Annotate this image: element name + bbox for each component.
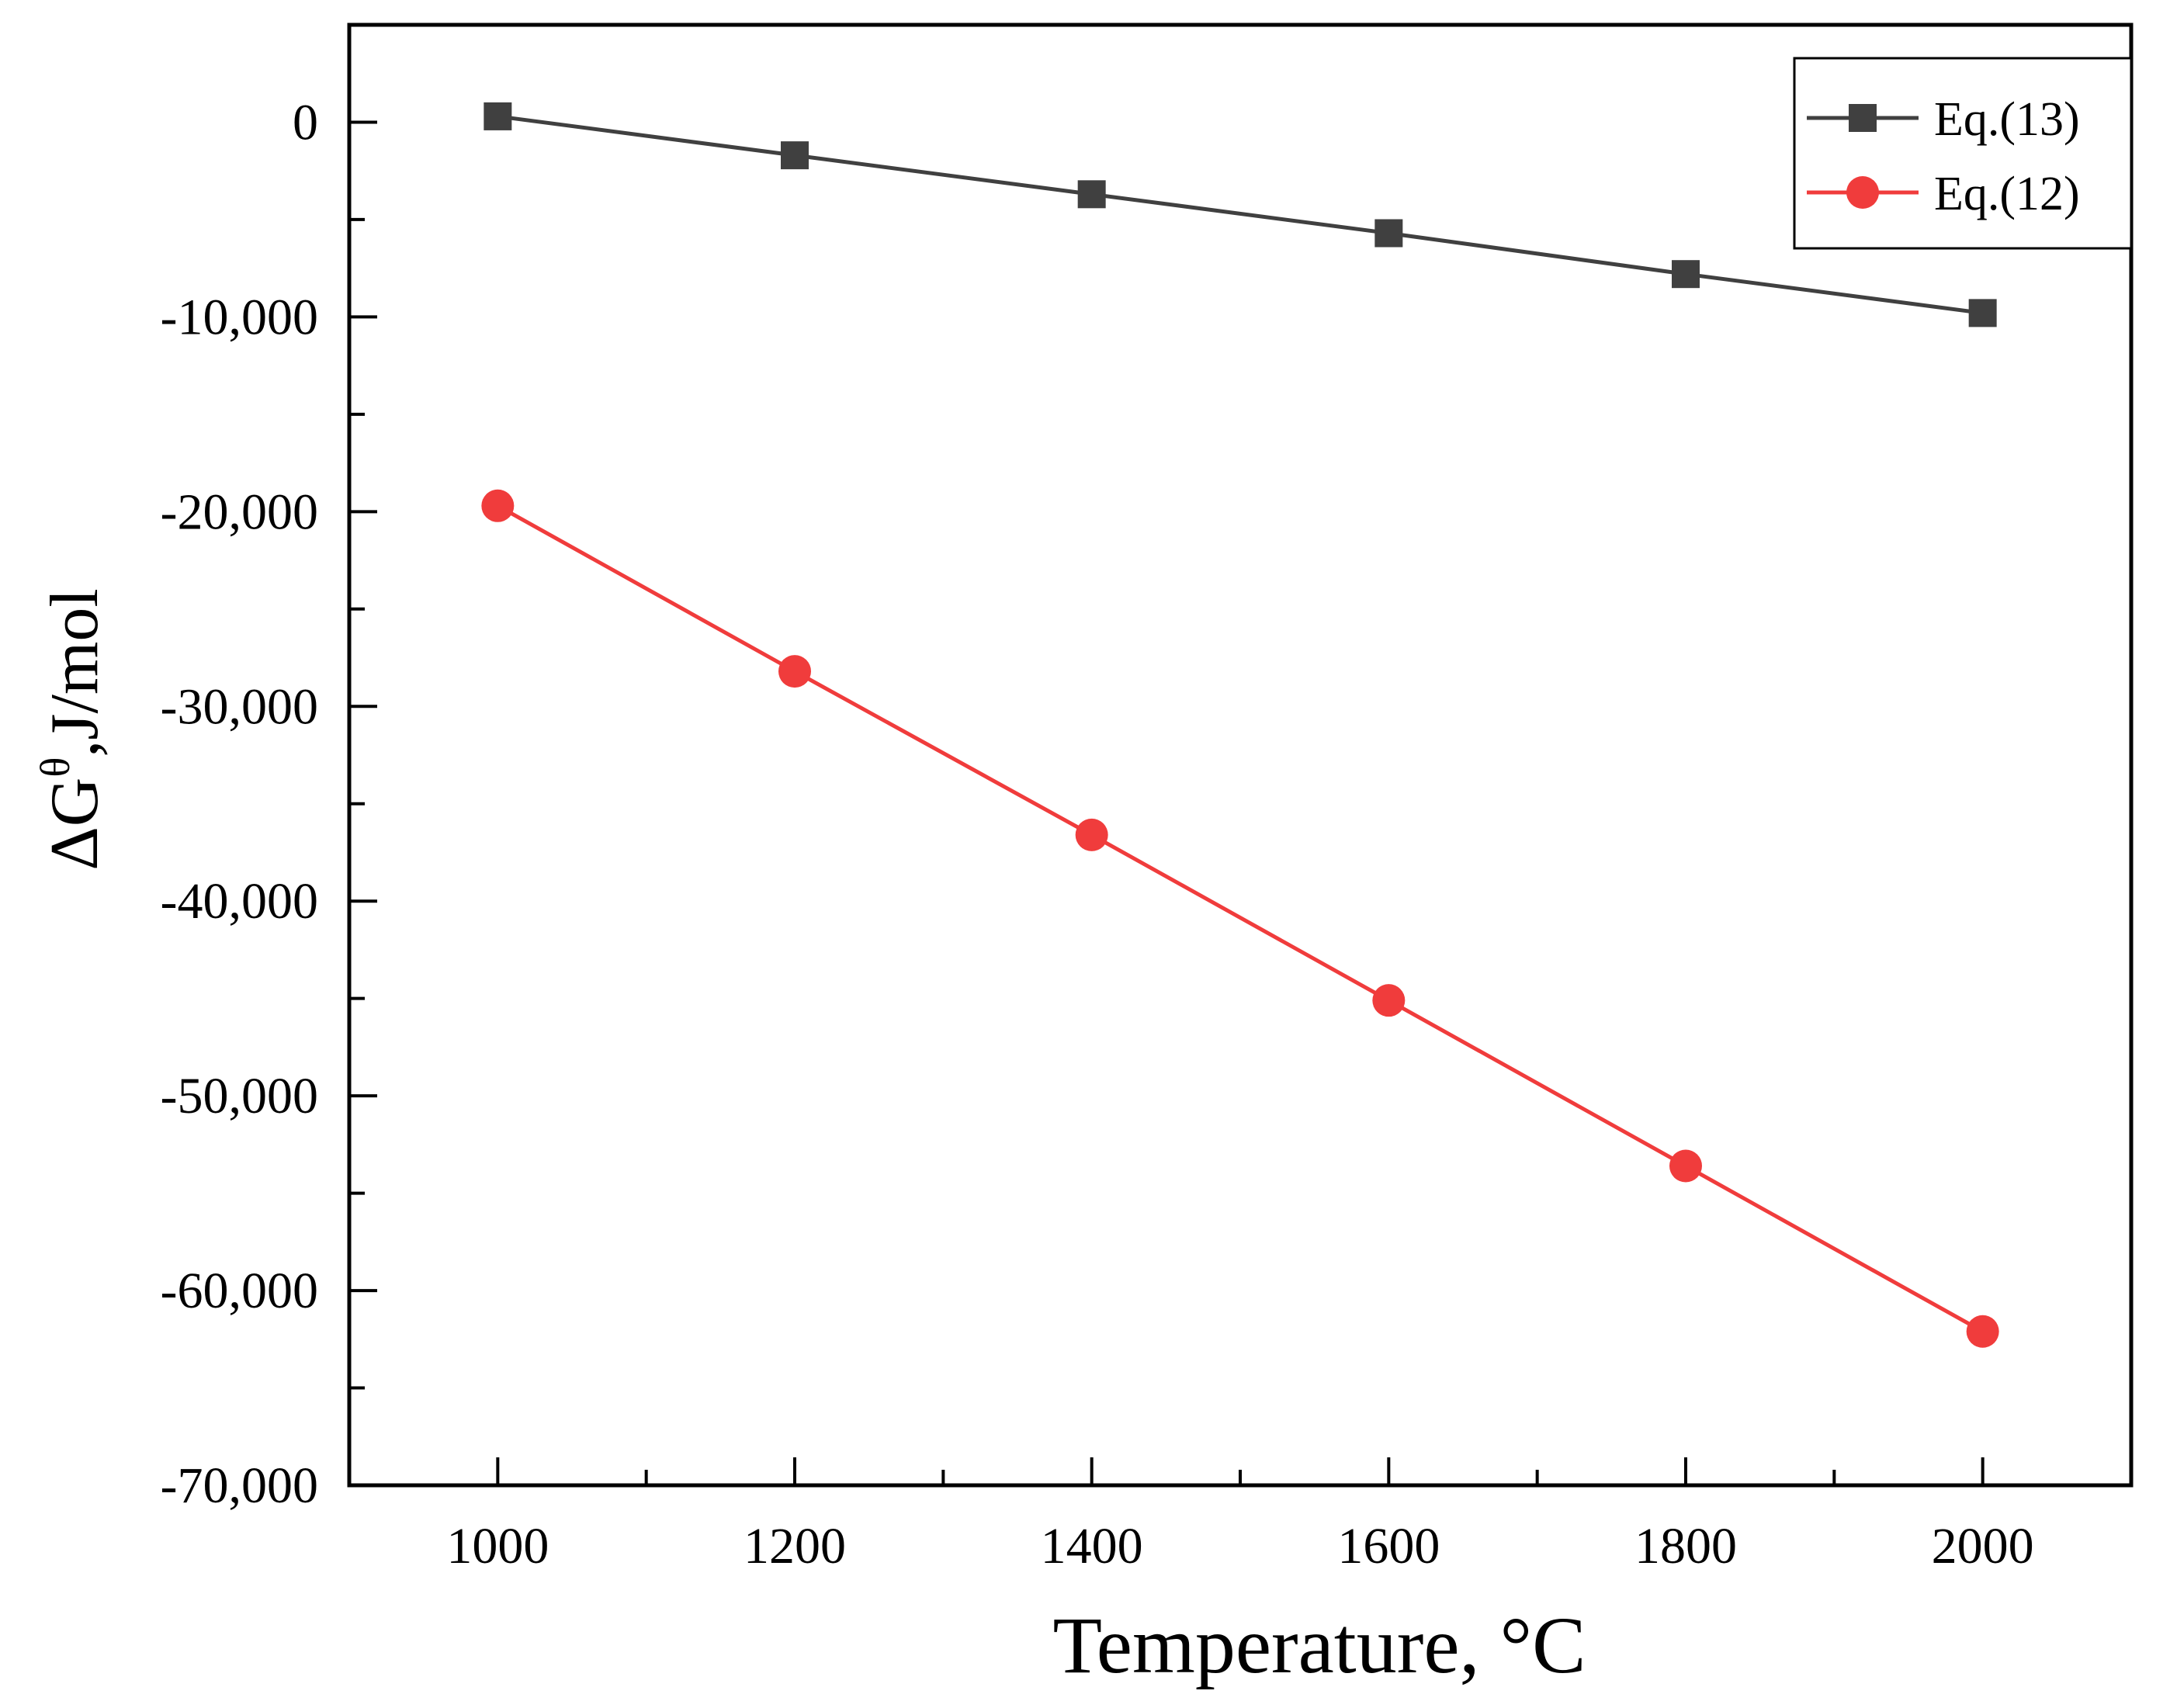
legend-box: [1793, 57, 2133, 250]
legend-label-1: Eq.(13): [1934, 93, 2080, 146]
x-tick-label: 1000: [446, 1518, 549, 1575]
y-axis-title-prefix: ΔG: [37, 778, 113, 871]
series-2-line: [497, 504, 1984, 1333]
series-1-point: [1077, 180, 1106, 209]
x-tick-label: 1800: [1634, 1518, 1737, 1575]
x-tick-label: 1400: [1041, 1518, 1143, 1575]
series-1-point: [1672, 260, 1700, 289]
series-1-point: [1374, 219, 1403, 248]
y-tick-label: -20,000: [161, 483, 318, 540]
y-tick-label: -40,000: [161, 873, 318, 930]
y-tick-label: -30,000: [161, 678, 318, 735]
y-tick-label: -50,000: [161, 1068, 318, 1124]
legend: Eq.(13) Eq.(12): [1793, 57, 2133, 250]
x-tick-label: 1200: [744, 1518, 846, 1575]
series-layer: [481, 102, 1999, 1348]
series-1-line: [497, 114, 1983, 315]
legend-marker-1: [1849, 104, 1877, 132]
legend-label-2: Eq.(12): [1934, 168, 2080, 220]
plot-frame: [347, 23, 2134, 1488]
y-axis-title: ΔGθ,J/mol: [32, 588, 113, 871]
series-1-point: [484, 102, 512, 130]
series-2-point: [1372, 984, 1406, 1017]
axis-ticks: [349, 120, 1985, 1487]
x-axis-title: Temperature, °C: [1053, 1601, 1586, 1690]
y-tick-label: -60,000: [161, 1263, 318, 1319]
tick-labels: 1000 1200 1400 1600 1800 2000 0 -10,000 -20,000 -…: [161, 94, 2034, 1575]
y-axis-title-superscript: θ: [32, 757, 78, 778]
x-tick-label: 2000: [1932, 1518, 2034, 1575]
x-tick-label: 1600: [1337, 1518, 1440, 1575]
series-2-point: [1669, 1149, 1702, 1183]
series-1-point: [781, 141, 809, 170]
series-2-point: [1966, 1315, 1999, 1348]
series-2-point: [778, 655, 811, 688]
legend-marker-2: [1846, 176, 1879, 209]
series-1-point: [1968, 299, 1997, 327]
y-tick-label: -70,000: [161, 1457, 318, 1514]
y-axis-title-suffix: ,J/mol: [37, 588, 113, 757]
series-2-point: [1075, 818, 1108, 851]
y-tick-label: 0: [293, 94, 318, 151]
series-2-point: [481, 489, 515, 522]
y-tick-label: -10,000: [161, 289, 318, 345]
